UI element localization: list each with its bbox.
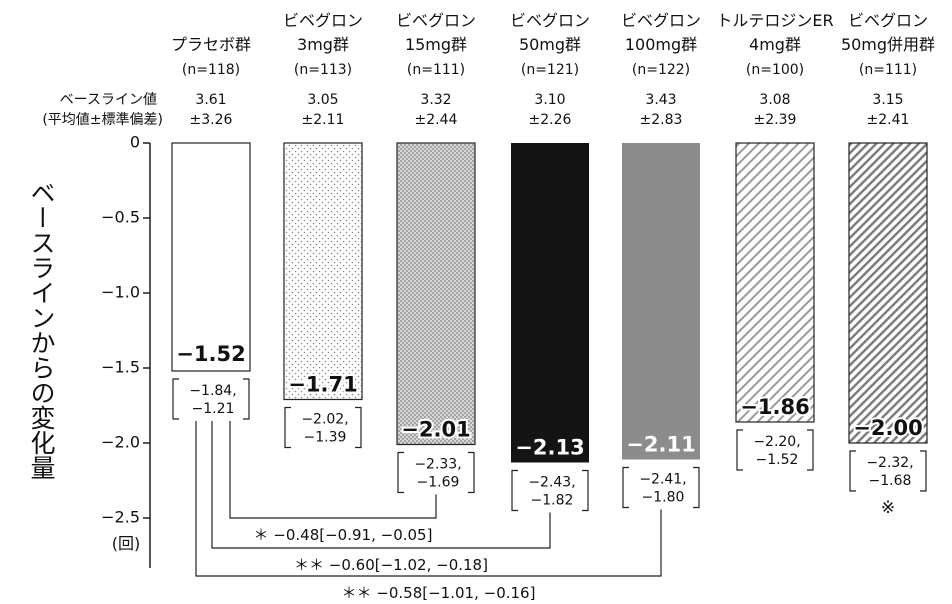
baseline-sd-label: ±2.83: [640, 112, 683, 128]
ci-upper-label: −1.82: [531, 493, 574, 509]
bar-value-label: −1.52: [176, 342, 245, 366]
group-name-label: プラセボ群: [171, 35, 251, 54]
ci-bracket-right: [582, 469, 589, 512]
ci-bracket-left: [511, 469, 518, 512]
ci-lower-label: −2.41,: [639, 472, 686, 488]
group-n-label: (n=113): [294, 62, 352, 78]
bar-value-label: −1.86: [740, 395, 809, 419]
baseline-sd-label: ±2.11: [302, 112, 345, 128]
y-tick-label: −2.0: [101, 433, 140, 452]
bar: [283, 142, 363, 401]
group-name-label: トルテロジンER: [716, 11, 833, 30]
y-tick-label: −1.5: [101, 358, 140, 377]
group-name-label: 15mg群: [405, 35, 467, 54]
group-name-label: ビベグロン: [283, 11, 363, 30]
baseline-mean-label: 3.10: [534, 92, 565, 108]
group-n-label: (n=122): [632, 62, 690, 78]
ci-bracket-left: [622, 466, 629, 509]
bar-value-label: −2.01: [401, 418, 470, 442]
bar: [848, 142, 928, 444]
ci-bracket-right: [468, 451, 475, 494]
y-tick-label: −0.5: [101, 208, 140, 227]
group-name-label: 50mg群: [519, 35, 581, 54]
ci-bracket-left: [849, 450, 856, 492]
y-tick-label: −2.5: [101, 508, 140, 527]
ci-bracket-right: [807, 429, 814, 471]
ci-upper-label: −1.39: [304, 430, 347, 446]
group-n-label: (n=121): [521, 62, 579, 78]
ci-lower-label: −1.84,: [189, 383, 236, 399]
baseline-sd-label: ±2.26: [529, 112, 572, 128]
bar-value-label: −2.11: [626, 433, 695, 457]
baseline-mean-label: 3.32: [420, 92, 451, 108]
ci-bracket-left: [736, 429, 743, 471]
bar: [622, 143, 700, 460]
ci-lower-label: −2.32,: [866, 455, 913, 471]
group-name-label: 100mg群: [625, 35, 697, 54]
bar: [735, 142, 815, 423]
ci-bracket-right: [920, 450, 927, 492]
ci-upper-label: −1.68: [869, 473, 912, 489]
bar: [396, 142, 476, 446]
baseline-sd-label: ±2.41: [867, 112, 910, 128]
ci-upper-label: −1.80: [642, 490, 685, 506]
ci-lower-label: −2.20,: [753, 434, 800, 450]
y-tick-label: 0: [130, 133, 140, 152]
group-n-label: (n=100): [746, 62, 804, 78]
baseline-mean-label: 3.15: [872, 92, 903, 108]
group-name-label: 4mg群: [749, 35, 801, 54]
y-tick-label: −1.0: [101, 283, 140, 302]
baseline-row-label: ベースライン値: [60, 92, 157, 108]
baseline-row-sublabel: (平均値±標準偏差): [42, 112, 163, 128]
footnote-mark: ※: [881, 498, 895, 518]
category-headers: プラセボ群 (n=118) 3.61 ±3.26 ビベグロン 3mg群 (n=113) 3.0…: [171, 11, 935, 128]
comparison-label: ＊ −0.48[−0.91, −0.05]: [254, 526, 433, 544]
comparison-bracket: [229, 421, 437, 519]
group-name-label: 3mg群: [297, 35, 349, 54]
y-axis-title: ベースラインからの変化量: [27, 180, 56, 480]
ci-lower-label: −2.02,: [301, 412, 348, 428]
group-name-label: ビベグロン: [396, 11, 476, 30]
comparison-brackets: ＊ −0.48[−0.91, −0.05] ＊＊ −0.60[−1.02, −0.…: [195, 421, 662, 602]
comparison-bracket: [195, 421, 662, 577]
y-unit-label: (回): [112, 534, 141, 553]
bar-value-label: −1.71: [288, 373, 357, 397]
ci-upper-label: −1.52: [756, 452, 799, 468]
group-name-label: ビベグロン: [510, 11, 590, 30]
ci-bracket-right: [355, 406, 362, 449]
group-n-label: (n=111): [859, 62, 917, 78]
baseline-mean-label: 3.61: [195, 92, 226, 108]
bar-series: −1.52 −1.84, −1.21 −1.71 −2.02, −1.39 −2.01 −2.…: [171, 142, 928, 518]
ci-bracket-left: [172, 378, 179, 420]
ci-lower-label: −2.43,: [528, 475, 575, 491]
ci-upper-label: −1.21: [192, 401, 235, 417]
group-n-label: (n=118): [182, 62, 240, 78]
baseline-mean-label: 3.05: [307, 92, 338, 108]
bar-value-label: −2.00: [853, 416, 922, 440]
group-name-label: 50mg併用群: [841, 35, 935, 54]
baseline-sd-label: ±2.44: [415, 112, 458, 128]
bar-value-label: −2.13: [515, 436, 584, 460]
group-name-label: ビベグロン: [848, 11, 928, 30]
bar: [511, 143, 589, 463]
ci-bracket-right: [243, 378, 250, 420]
ci-bracket-left: [284, 406, 291, 449]
comparison-label: ＊＊ −0.60[−1.02, −0.18]: [294, 556, 488, 574]
bar: [171, 142, 251, 372]
baseline-sd-label: ±2.39: [754, 112, 797, 128]
ci-lower-label: −2.33,: [414, 457, 461, 473]
group-name-label: ビベグロン: [621, 11, 701, 30]
ci-upper-label: −1.69: [417, 475, 460, 491]
y-axis: 0 −0.5 −1.0 −1.5 −2.0 −2.5: [101, 133, 151, 568]
baseline-mean-label: 3.08: [759, 92, 790, 108]
comparison-label: ＊＊ −0.58[−1.01, −0.16]: [342, 584, 536, 602]
comparison-bracket: [211, 421, 551, 549]
baseline-mean-label: 3.43: [645, 92, 676, 108]
group-n-label: (n=111): [407, 62, 465, 78]
ci-bracket-left: [397, 451, 404, 494]
baseline-sd-label: ±3.26: [190, 112, 233, 128]
ci-bracket-right: [693, 466, 700, 509]
